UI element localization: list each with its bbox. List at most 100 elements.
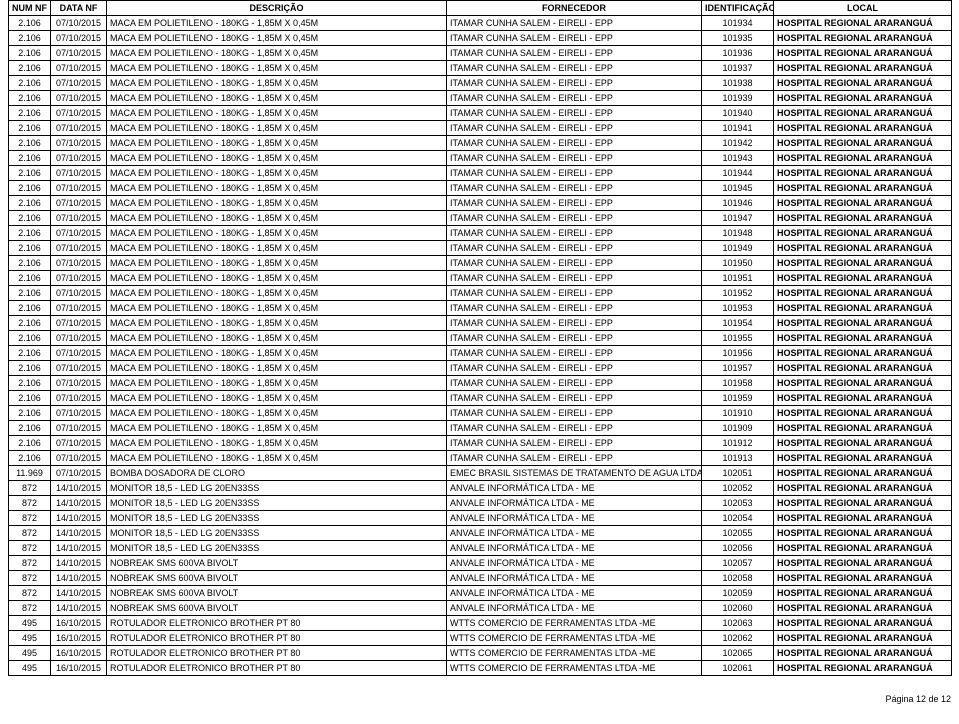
table-row: 2.10607/10/2015MACA EM POLIETILENO - 180…	[9, 271, 952, 286]
cell-desc: MACA EM POLIETILENO - 180KG - 1,85M X 0,…	[107, 361, 447, 376]
table-row: 11.96907/10/2015BOMBA DOSADORA DE CLOROE…	[9, 466, 952, 481]
cell-desc: NOBREAK SMS 600VA BIVOLT	[107, 586, 447, 601]
table-row: 2.10607/10/2015MACA EM POLIETILENO - 180…	[9, 391, 952, 406]
cell-num: 2.106	[9, 421, 51, 436]
cell-num: 2.106	[9, 91, 51, 106]
cell-data: 16/10/2015	[51, 616, 107, 631]
cell-forn: ITAMAR CUNHA SALEM - EIRELI - EPP	[447, 61, 702, 76]
cell-forn: ITAMAR CUNHA SALEM - EIRELI - EPP	[447, 106, 702, 121]
cell-desc: MACA EM POLIETILENO - 180KG - 1,85M X 0,…	[107, 376, 447, 391]
cell-data: 07/10/2015	[51, 136, 107, 151]
cell-data: 07/10/2015	[51, 91, 107, 106]
cell-data: 07/10/2015	[51, 211, 107, 226]
cell-id: 101951	[702, 271, 774, 286]
cell-num: 872	[9, 601, 51, 616]
cell-forn: ITAMAR CUNHA SALEM - EIRELI - EPP	[447, 211, 702, 226]
cell-num: 2.106	[9, 16, 51, 31]
table-row: 87214/10/2015MONITOR 18,5 - LED LG 20EN3…	[9, 481, 952, 496]
cell-id: 101956	[702, 346, 774, 361]
cell-num: 872	[9, 526, 51, 541]
cell-forn: ITAMAR CUNHA SALEM - EIRELI - EPP	[447, 421, 702, 436]
cell-local: HOSPITAL REGIONAL ARARANGUÁ	[774, 61, 952, 76]
cell-data: 14/10/2015	[51, 601, 107, 616]
cell-local: HOSPITAL REGIONAL ARARANGUÁ	[774, 526, 952, 541]
table-row: 2.10607/10/2015MACA EM POLIETILENO - 180…	[9, 16, 952, 31]
cell-id: 101937	[702, 61, 774, 76]
cell-forn: ITAMAR CUNHA SALEM - EIRELI - EPP	[447, 16, 702, 31]
cell-num: 2.106	[9, 76, 51, 91]
cell-data: 07/10/2015	[51, 31, 107, 46]
table-row: 2.10607/10/2015MACA EM POLIETILENO - 180…	[9, 436, 952, 451]
cell-num: 2.106	[9, 31, 51, 46]
header-local: LOCAL	[774, 1, 952, 16]
cell-num: 2.106	[9, 226, 51, 241]
cell-data: 16/10/2015	[51, 646, 107, 661]
cell-desc: MONITOR 18,5 - LED LG 20EN33SS	[107, 496, 447, 511]
table-row: 87214/10/2015NOBREAK SMS 600VA BIVOLTANV…	[9, 571, 952, 586]
cell-id: 101938	[702, 76, 774, 91]
cell-local: HOSPITAL REGIONAL ARARANGUÁ	[774, 586, 952, 601]
cell-forn: ITAMAR CUNHA SALEM - EIRELI - EPP	[447, 271, 702, 286]
cell-id: 102056	[702, 541, 774, 556]
cell-local: HOSPITAL REGIONAL ARARANGUÁ	[774, 481, 952, 496]
table-row: 2.10607/10/2015MACA EM POLIETILENO - 180…	[9, 286, 952, 301]
cell-desc: BOMBA DOSADORA DE CLORO	[107, 466, 447, 481]
cell-local: HOSPITAL REGIONAL ARARANGUÁ	[774, 406, 952, 421]
cell-num: 2.106	[9, 256, 51, 271]
cell-data: 07/10/2015	[51, 61, 107, 76]
cell-id: 101940	[702, 106, 774, 121]
table-row: 2.10607/10/2015MACA EM POLIETILENO - 180…	[9, 226, 952, 241]
table-row: 87214/10/2015NOBREAK SMS 600VA BIVOLTANV…	[9, 556, 952, 571]
cell-local: HOSPITAL REGIONAL ARARANGUÁ	[774, 361, 952, 376]
cell-data: 07/10/2015	[51, 76, 107, 91]
cell-num: 2.106	[9, 346, 51, 361]
cell-desc: MACA EM POLIETILENO - 180KG - 1,85M X 0,…	[107, 151, 447, 166]
cell-forn: ITAMAR CUNHA SALEM - EIRELI - EPP	[447, 31, 702, 46]
cell-data: 14/10/2015	[51, 481, 107, 496]
cell-desc: MACA EM POLIETILENO - 180KG - 1,85M X 0,…	[107, 76, 447, 91]
table-row: 2.10607/10/2015MACA EM POLIETILENO - 180…	[9, 106, 952, 121]
cell-local: HOSPITAL REGIONAL ARARANGUÁ	[774, 196, 952, 211]
cell-num: 2.106	[9, 376, 51, 391]
cell-local: HOSPITAL REGIONAL ARARANGUÁ	[774, 646, 952, 661]
cell-desc: ROTULADOR ELETRONICO BROTHER PT 80	[107, 646, 447, 661]
table-body: 2.10607/10/2015MACA EM POLIETILENO - 180…	[9, 16, 952, 676]
cell-forn: ITAMAR CUNHA SALEM - EIRELI - EPP	[447, 316, 702, 331]
cell-data: 07/10/2015	[51, 451, 107, 466]
cell-desc: MONITOR 18,5 - LED LG 20EN33SS	[107, 541, 447, 556]
cell-num: 2.106	[9, 196, 51, 211]
cell-num: 2.106	[9, 211, 51, 226]
table-row: 2.10607/10/2015MACA EM POLIETILENO - 180…	[9, 316, 952, 331]
cell-id: 101949	[702, 241, 774, 256]
cell-local: HOSPITAL REGIONAL ARARANGUÁ	[774, 301, 952, 316]
cell-id: 101913	[702, 451, 774, 466]
cell-local: HOSPITAL REGIONAL ARARANGUÁ	[774, 211, 952, 226]
cell-desc: NOBREAK SMS 600VA BIVOLT	[107, 556, 447, 571]
cell-desc: ROTULADOR ELETRONICO BROTHER PT 80	[107, 616, 447, 631]
cell-data: 07/10/2015	[51, 286, 107, 301]
cell-forn: WTTS COMERCIO DE FERRAMENTAS LTDA -ME	[447, 661, 702, 676]
cell-local: HOSPITAL REGIONAL ARARANGUÁ	[774, 601, 952, 616]
cell-local: HOSPITAL REGIONAL ARARANGUÁ	[774, 16, 952, 31]
cell-id: 101946	[702, 196, 774, 211]
cell-desc: MACA EM POLIETILENO - 180KG - 1,85M X 0,…	[107, 301, 447, 316]
cell-desc: MACA EM POLIETILENO - 180KG - 1,85M X 0,…	[107, 286, 447, 301]
cell-local: HOSPITAL REGIONAL ARARANGUÁ	[774, 421, 952, 436]
cell-desc: MACA EM POLIETILENO - 180KG - 1,85M X 0,…	[107, 106, 447, 121]
cell-local: HOSPITAL REGIONAL ARARANGUÁ	[774, 256, 952, 271]
cell-local: HOSPITAL REGIONAL ARARANGUÁ	[774, 451, 952, 466]
cell-num: 872	[9, 541, 51, 556]
table-row: 2.10607/10/2015MACA EM POLIETILENO - 180…	[9, 331, 952, 346]
cell-forn: ITAMAR CUNHA SALEM - EIRELI - EPP	[447, 136, 702, 151]
table-row: 2.10607/10/2015MACA EM POLIETILENO - 180…	[9, 46, 952, 61]
table-row: 87214/10/2015MONITOR 18,5 - LED LG 20EN3…	[9, 541, 952, 556]
cell-local: HOSPITAL REGIONAL ARARANGUÁ	[774, 541, 952, 556]
cell-desc: MONITOR 18,5 - LED LG 20EN33SS	[107, 481, 447, 496]
table-row: 2.10607/10/2015MACA EM POLIETILENO - 180…	[9, 136, 952, 151]
cell-data: 16/10/2015	[51, 661, 107, 676]
cell-id: 102053	[702, 496, 774, 511]
cell-forn: ANVALE INFORMÁTICA LTDA - ME	[447, 571, 702, 586]
cell-id: 101912	[702, 436, 774, 451]
cell-desc: MACA EM POLIETILENO - 180KG - 1,85M X 0,…	[107, 211, 447, 226]
cell-local: HOSPITAL REGIONAL ARARANGUÁ	[774, 631, 952, 646]
